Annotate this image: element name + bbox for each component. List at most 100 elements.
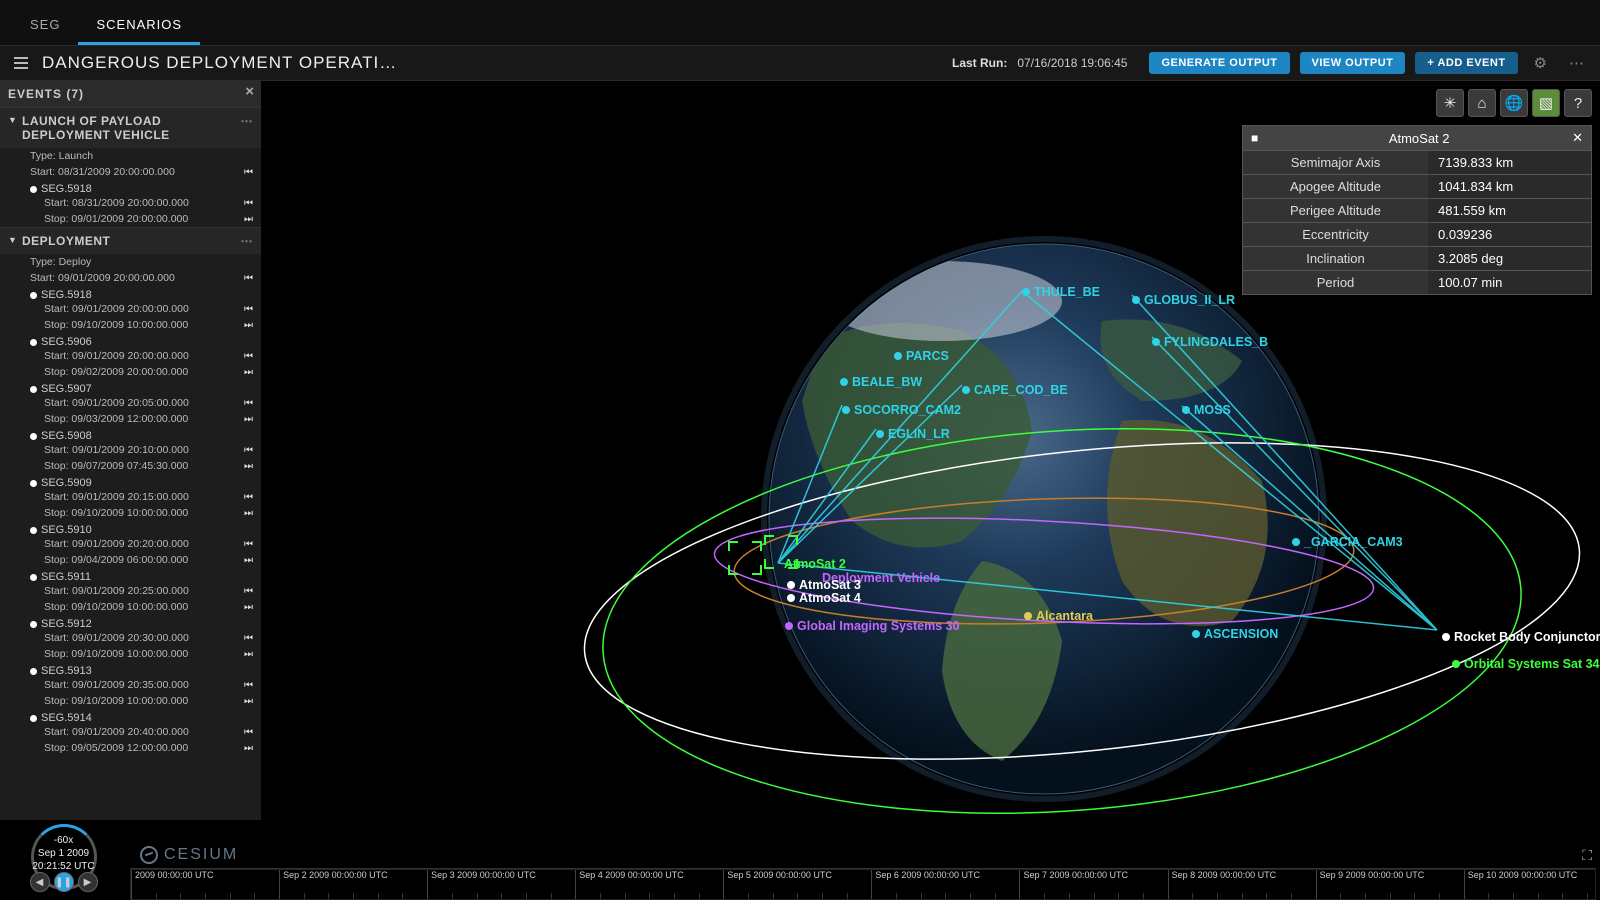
event-seg[interactable]: SEG.5908 — [0, 430, 261, 442]
jump-icon[interactable]: ⏮ — [244, 727, 253, 738]
home-icon[interactable]: ⌂ — [1468, 89, 1496, 117]
event-time-row: Stop: 09/03/2009 12:00:00.000⏭ — [0, 411, 261, 427]
jump-icon[interactable]: ⏮ — [244, 398, 253, 409]
generate-output-button[interactable]: GENERATE OUTPUT — [1149, 52, 1289, 74]
event-seg[interactable]: SEG.5918 — [0, 183, 261, 195]
globe-label[interactable]: AtmoSat 4 — [787, 591, 861, 605]
step-fwd-icon[interactable]: ▶ — [78, 872, 98, 892]
jump-icon[interactable]: ⏮ — [244, 273, 253, 284]
jump-icon[interactable]: ⏮ — [244, 539, 253, 550]
jump-icon[interactable]: ⏭ — [244, 696, 253, 707]
info-value: 481.559 km — [1428, 199, 1591, 222]
event-seg[interactable]: SEG.5914 — [0, 712, 261, 724]
info-title: AtmoSat 2 — [1266, 131, 1572, 146]
jump-icon[interactable]: ⏮ — [244, 351, 253, 362]
globe-label[interactable]: Global Imaging Systems 30 — [785, 619, 960, 633]
info-close-icon[interactable]: ✕ — [1572, 130, 1583, 146]
jump-icon[interactable]: ⏮ — [244, 492, 253, 503]
event-time-row: Start: 09/01/2009 20:05:00.000⏮ — [0, 395, 261, 411]
info-key: Period — [1243, 271, 1428, 294]
globe-label[interactable]: EGLIN_LR — [876, 427, 950, 441]
jump-icon[interactable]: ⏭ — [244, 320, 253, 331]
jump-icon[interactable]: ⏮ — [244, 633, 253, 644]
event-time-row: Start: 09/01/2009 20:00:00.000⏮ — [0, 270, 261, 286]
tab-seg[interactable]: SEG — [12, 5, 78, 45]
jump-icon[interactable]: ⏮ — [244, 445, 253, 456]
globe-label[interactable]: FYLINGDALES_B — [1152, 335, 1268, 349]
jump-icon[interactable]: ⏭ — [244, 602, 253, 613]
footer: -60x Sep 1 2009 20:21:52 UTC ◀ ❚❚ ▶ CESI… — [0, 820, 1600, 900]
event-seg[interactable]: SEG.5913 — [0, 665, 261, 677]
view-toolbar: ✳ ⌂ 🌐 ▧ ? — [1436, 89, 1592, 117]
timeline[interactable]: 2009 00:00:00 UTCSep 2 2009 00:00:00 UTC… — [130, 868, 1596, 900]
more-icon[interactable]: ⋯ — [241, 234, 254, 248]
gear-icon[interactable]: ⚙ — [1528, 54, 1553, 72]
jump-icon[interactable]: ⏭ — [244, 649, 253, 660]
event-group-header[interactable]: ▼LAUNCH OF PAYLOAD DEPLOYMENT VEHICLE⋯ — [0, 107, 261, 148]
events-header: EVENTS (7) × — [0, 81, 261, 107]
help-icon[interactable]: ? — [1564, 89, 1592, 117]
event-seg[interactable]: SEG.5907 — [0, 383, 261, 395]
globe-label[interactable]: CAPE_COD_BE — [962, 383, 1068, 397]
fullscreen-icon[interactable]: ⛶ — [1582, 847, 1592, 864]
globe-label[interactable]: Rocket Body Conjunctor — [1442, 630, 1600, 644]
jump-icon[interactable]: ⏭ — [244, 367, 253, 378]
tab-scenarios[interactable]: SCENARIOS — [78, 5, 200, 45]
jump-icon[interactable]: ⏭ — [244, 555, 253, 566]
events-list[interactable]: ▼LAUNCH OF PAYLOAD DEPLOYMENT VEHICLE⋯Ty… — [0, 107, 261, 820]
globe-label[interactable]: _GARCIA_CAM3 — [1292, 535, 1403, 549]
camera-icon[interactable]: ■ — [1251, 131, 1258, 145]
event-group-header[interactable]: ▼DEPLOYMENT⋯ — [0, 227, 261, 254]
add-event-button[interactable]: + ADD EVENT — [1415, 52, 1517, 74]
jump-icon[interactable]: ⏭ — [244, 743, 253, 754]
info-key: Perigee Altitude — [1243, 199, 1428, 222]
event-time-row: Stop: 09/07/2009 07:45:30.000⏭ — [0, 458, 261, 474]
globe-label[interactable]: MOSS — [1182, 403, 1231, 417]
info-panel: ■ AtmoSat 2 ✕ Semimajor Axis7139.833 kmA… — [1242, 125, 1592, 295]
compass-icon[interactable]: ✳ — [1436, 89, 1464, 117]
title-bar: DANGEROUS DEPLOYMENT OPERATI… Last Run: … — [0, 45, 1600, 81]
timeline-tick: Sep 2 2009 00:00:00 UTC — [279, 870, 388, 899]
jump-icon[interactable]: ⏭ — [244, 508, 253, 519]
event-seg[interactable]: SEG.5918 — [0, 289, 261, 301]
info-key: Semimajor Axis — [1243, 151, 1428, 174]
globe-label[interactable]: THULE_BE — [1022, 285, 1100, 299]
event-seg[interactable]: SEG.5912 — [0, 618, 261, 630]
globe-label[interactable]: Orbital Systems Sat 3403 — [1452, 657, 1600, 671]
jump-icon[interactable]: ⏮ — [244, 167, 253, 178]
close-icon[interactable]: × — [245, 83, 255, 100]
event-seg[interactable]: SEG.5906 — [0, 336, 261, 348]
globe-label[interactable]: AtmoSat 3 — [787, 578, 861, 592]
globe-label[interactable]: GLOBUS_II_LR — [1132, 293, 1235, 307]
jump-icon[interactable]: ⏮ — [244, 198, 253, 209]
view-output-button[interactable]: VIEW OUTPUT — [1300, 52, 1406, 74]
globe-label[interactable]: ASCENSION — [1192, 627, 1278, 641]
globe-icon[interactable]: 🌐 — [1500, 89, 1528, 117]
jump-icon[interactable]: ⏮ — [244, 586, 253, 597]
event-time-row: Start: 09/01/2009 20:00:00.000⏮ — [0, 348, 261, 364]
menu-icon[interactable] — [10, 53, 32, 73]
layers-icon[interactable]: ▧ — [1532, 89, 1560, 117]
event-time-row: Start: 09/01/2009 20:15:00.000⏮ — [0, 489, 261, 505]
globe-label[interactable]: Alcantara — [1024, 609, 1093, 623]
info-row: Semimajor Axis7139.833 km — [1243, 150, 1591, 174]
jump-icon[interactable]: ⏭ — [244, 461, 253, 472]
event-seg[interactable]: SEG.5910 — [0, 524, 261, 536]
more-icon[interactable]: ⋯ — [241, 114, 254, 128]
more-icon[interactable]: ⋯ — [1563, 54, 1590, 72]
event-time-row: Stop: 09/04/2009 06:00:00.000⏭ — [0, 552, 261, 568]
globe-viewport[interactable]: ✳ ⌂ 🌐 ▧ ? ■ AtmoSat 2 ✕ Semimajor Axis71… — [262, 81, 1600, 820]
globe-label[interactable]: SOCORRO_CAM2 — [842, 403, 961, 417]
clock-widget[interactable]: -60x Sep 1 2009 20:21:52 UTC ◀ ❚❚ ▶ — [6, 824, 121, 894]
jump-icon[interactable]: ⏭ — [244, 414, 253, 425]
pause-icon[interactable]: ❚❚ — [54, 872, 74, 892]
timeline-tick: Sep 3 2009 00:00:00 UTC — [427, 870, 536, 899]
jump-icon[interactable]: ⏭ — [244, 214, 253, 225]
jump-icon[interactable]: ⏮ — [244, 680, 253, 691]
jump-icon[interactable]: ⏮ — [244, 304, 253, 315]
event-seg[interactable]: SEG.5909 — [0, 477, 261, 489]
globe-label[interactable]: BEALE_BW — [840, 375, 922, 389]
step-back-icon[interactable]: ◀ — [30, 872, 50, 892]
event-seg[interactable]: SEG.5911 — [0, 571, 261, 583]
globe-label[interactable]: PARCS — [894, 349, 949, 363]
